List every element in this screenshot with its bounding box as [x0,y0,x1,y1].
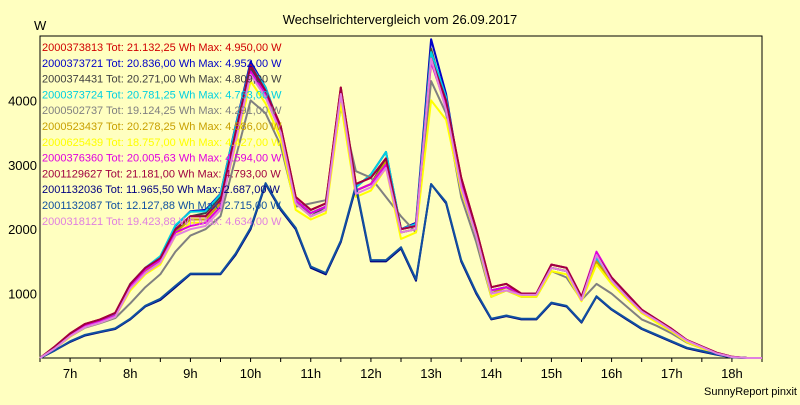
legend-entry-5: 2000502737 Tot: 19.124,25 Wh Max: 4.291,… [42,105,282,117]
legend-entry-9: 2001129627 Tot: 21.181,00 Wh Max: 4.793,… [42,168,281,180]
x-tick-label: 15h [541,366,563,381]
y-tick-label: 2000 [8,222,37,237]
x-tick-label: 10h [240,366,262,381]
x-tick-label: 18h [721,366,743,381]
x-tick-label: 17h [661,366,683,381]
x-tick-label: 7h [63,366,77,381]
x-tick-label: 11h [300,366,321,381]
footer-credit: SunnyReport pinxit [704,386,797,398]
tick-labels: 1000 2000 3000 4000 7h 8h 9h 10h 11h 12h 13h 14h 15h… [8,93,743,381]
y-tick-label: 1000 [8,287,37,302]
x-tick-label: 8h [123,366,137,381]
legend-entry-1: 2000373813 Tot: 21.132,25 Wh Max: 4.950,… [42,42,282,54]
series-lines [39,38,762,359]
series-line-5 [39,80,762,359]
x-tick-label: 13h [420,366,442,381]
y-tick-label: 4000 [8,93,37,108]
legend-entry-7: 2000625439 Tot: 18.757,00 Wh Max: 4.427,… [42,137,282,149]
legend-entry-2: 2000373721 Tot: 20.836,00 Wh Max: 4.952,… [42,58,282,70]
legend: 2000373813 Tot: 21.132,25 Wh Max: 4.950,… [42,42,282,228]
series-line-11 [39,182,762,359]
legend-entry-12: 2000318121 Tot: 19.423,88 Wh Max: 4.634,… [42,216,282,228]
legend-entry-10: 2001132036 Tot: 11.965,50 Wh Max: 2.687,… [42,184,281,196]
legend-entry-3: 2000374431 Tot: 20.271,00 Wh Max: 4.809,… [42,74,282,86]
x-tick-label: 14h [480,366,502,381]
legend-entry-6: 2000523437 Tot: 20.278,25 Wh Max: 4.586,… [42,121,282,133]
legend-entry-8: 2000376360 Tot: 20.005,63 Wh Max: 4.594,… [42,153,282,165]
y-tick-label: 3000 [8,158,37,173]
series-line-7 [39,80,762,359]
x-tick-label: 9h [183,366,197,381]
x-tick-label: 16h [601,366,623,381]
series-line-12 [39,57,762,359]
x-tick-label: 12h [360,366,382,381]
legend-entry-11: 2001132087 Tot: 12.127,88 Wh Max: 2.715,… [42,200,281,212]
plot-area [39,35,763,359]
chart-title: Wechselrichtervergleich vom 26.09.2017 [283,12,518,27]
y-axis-label: W [34,18,47,33]
legend-entry-4: 2000373724 Tot: 20.781,25 Wh Max: 4.763,… [42,89,282,101]
axes [39,35,763,362]
